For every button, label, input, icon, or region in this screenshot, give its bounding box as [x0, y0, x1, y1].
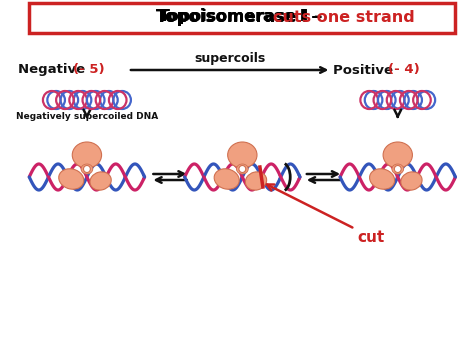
Text: Negatively supercoiled DNA: Negatively supercoiled DNA — [16, 112, 158, 121]
FancyBboxPatch shape — [29, 3, 456, 33]
Text: Positive: Positive — [333, 64, 398, 76]
Ellipse shape — [392, 164, 404, 174]
Ellipse shape — [228, 142, 257, 168]
Text: Topoisomerase I –: Topoisomerase I – — [156, 8, 328, 26]
Circle shape — [83, 165, 91, 173]
Text: (- 5): (- 5) — [73, 64, 105, 76]
Ellipse shape — [214, 169, 239, 189]
Circle shape — [239, 165, 246, 173]
Ellipse shape — [59, 169, 84, 189]
Text: supercoils: supercoils — [194, 52, 265, 65]
Ellipse shape — [72, 142, 101, 168]
Text: cuts one strand: cuts one strand — [273, 10, 414, 24]
Ellipse shape — [237, 164, 248, 174]
Ellipse shape — [383, 142, 412, 168]
Ellipse shape — [401, 172, 422, 190]
Text: cut: cut — [267, 185, 385, 245]
Text: Topoisomerase I –: Topoisomerase I – — [159, 10, 325, 24]
Text: Topoisomerase I –: Topoisomerase I – — [156, 8, 328, 26]
Text: Negative: Negative — [18, 64, 90, 76]
Ellipse shape — [90, 172, 111, 190]
Ellipse shape — [246, 172, 267, 190]
Ellipse shape — [81, 164, 93, 174]
Circle shape — [394, 165, 401, 173]
Ellipse shape — [370, 169, 395, 189]
Text: (- 4): (- 4) — [388, 64, 420, 76]
